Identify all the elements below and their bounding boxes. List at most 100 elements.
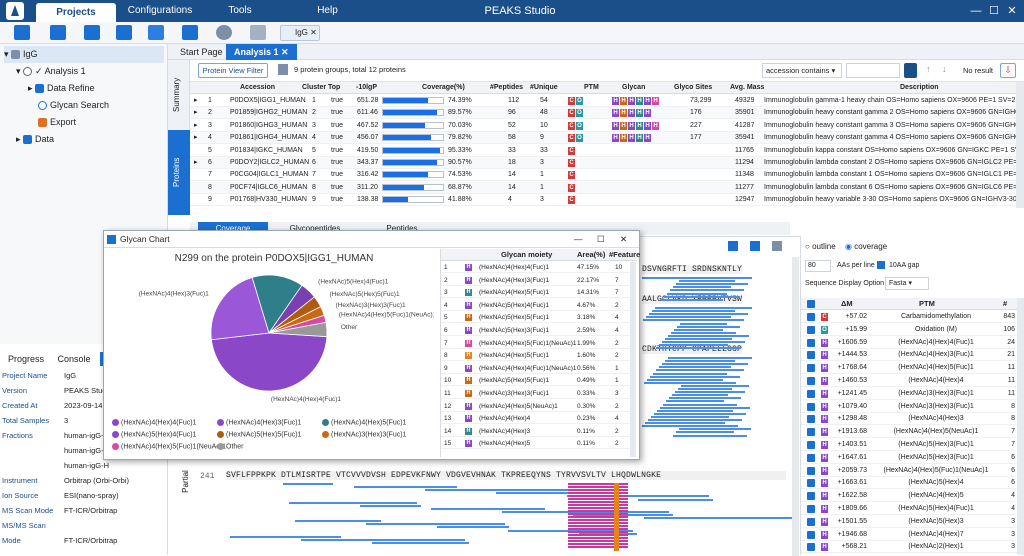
glycan-row[interactable]: 3 H (HexNAc)4(Hex)5(Fuc)1 14.31% 7 bbox=[441, 287, 631, 299]
ptm-checkbox[interactable] bbox=[807, 351, 815, 360]
column-header[interactable]: -10lgP bbox=[356, 84, 378, 91]
ptm-checkbox[interactable] bbox=[807, 453, 815, 462]
ptm-checkbox[interactable] bbox=[807, 428, 815, 437]
ptm-row[interactable]: C +57.02 Carbamidomethylation 843 bbox=[801, 311, 1017, 323]
ptm-checkbox[interactable] bbox=[807, 466, 815, 475]
column-header[interactable]: Glyco Sites bbox=[674, 84, 713, 91]
save-icon[interactable] bbox=[148, 25, 164, 40]
sequence-scrollbar[interactable] bbox=[792, 257, 799, 556]
ptm-row[interactable]: H +1403.51 (HexNAc)5(Hex)3(Fuc)1 7 bbox=[801, 439, 1017, 451]
glycan-row[interactable]: 2 H (HexNAc)4(Hex)3(Fuc)1 22.17% 7 bbox=[441, 275, 631, 286]
maximize-icon[interactable]: ☐ bbox=[597, 234, 605, 244]
arrow-up-icon[interactable]: ↑ bbox=[926, 64, 931, 74]
ptm-row[interactable]: O +15.99 Oxidation (M) 106 bbox=[801, 324, 1017, 336]
table-row[interactable]: 8 P0CF74|IGLC6_HUMAN 8 true 311.20 68.87% 14 1 1… bbox=[190, 181, 1016, 194]
ptm-row[interactable]: H +1622.58 (HexNAc)4(Hex)5 4 bbox=[801, 490, 1017, 503]
gap-checkbox[interactable] bbox=[877, 261, 885, 269]
arrow-down-icon[interactable]: ↓ bbox=[942, 64, 947, 74]
ptm-checkbox[interactable] bbox=[807, 441, 815, 449]
side-tab-summary[interactable]: Summary bbox=[168, 60, 190, 130]
ptm-checkbox[interactable] bbox=[807, 325, 815, 334]
expand-arrow-icon[interactable]: ▸ bbox=[194, 97, 198, 104]
tab-analysis-1[interactable]: Analysis 1 ✕ bbox=[226, 44, 297, 60]
ptm-row[interactable]: H +1501.55 (HexNAc)5(Hex)3 3 bbox=[801, 516, 1017, 528]
ptm-row[interactable]: H +1241.45 (HexNAc)3(Hex)3(Fuc)1 11 bbox=[801, 388, 1017, 400]
column-header[interactable]: Coverage(%) bbox=[422, 84, 465, 91]
tab-start-page[interactable]: Start Page bbox=[180, 47, 223, 57]
table-row[interactable]: 9 P01768|HV330_HUMAN 9 true 138.38 41.88% 4 3 12… bbox=[190, 194, 1016, 207]
tab-console[interactable]: Console bbox=[57, 354, 91, 364]
ptm-row[interactable]: H +1460.53 (HexNAc)4(Hex)4 11 bbox=[801, 375, 1017, 387]
menu-tab-tools[interactable]: Tools bbox=[228, 5, 252, 16]
ptm-checkbox[interactable] bbox=[807, 313, 815, 321]
coverage-radio[interactable]: ◉ coverage bbox=[845, 242, 888, 251]
ptm-row[interactable]: H +2059.73 (HexNAc)4(Hex)5(Fuc)1(NeuAc)1 6 bbox=[801, 465, 1017, 477]
glycan-row[interactable]: 15 H (HexNAc)4(Hex)5 0.11% 2 bbox=[441, 438, 631, 450]
tab-progress[interactable]: Progress bbox=[4, 352, 48, 366]
layout-icon[interactable] bbox=[750, 241, 760, 251]
ptm-checkbox[interactable] bbox=[807, 364, 815, 373]
pie-slice[interactable] bbox=[251, 274, 303, 334]
menu-tab-configurations[interactable]: Configurations bbox=[127, 5, 193, 16]
search-input[interactable] bbox=[846, 63, 900, 78]
glycan-row[interactable]: 6 H (HexNAc)5(Hex)3(Fuc)1 2.59% 4 bbox=[441, 325, 631, 336]
ptm-checkbox[interactable] bbox=[807, 517, 815, 526]
table-row[interactable]: 5 P01834|IGKC_HUMAN 5 true 419.50 95.33% 33 33 1… bbox=[190, 145, 1016, 157]
menu-tab-projects[interactable]: Projects bbox=[36, 3, 116, 22]
glycan-row[interactable]: 1 H (HexNAc)4(Hex)4(Fuc)1 47.15% 10 bbox=[441, 262, 631, 273]
tab-glycopeptides[interactable]: Glycopeptides bbox=[289, 224, 341, 233]
folder-icon[interactable] bbox=[84, 25, 100, 40]
ptm-row[interactable]: H +1647.61 (HexNAc)5(Hex)3(Fuc)1 6 bbox=[801, 452, 1017, 464]
aa-per-line-spinner[interactable]: 80 bbox=[805, 260, 831, 272]
tree-item-export[interactable]: Export bbox=[38, 114, 76, 131]
ptm-checkbox[interactable] bbox=[807, 492, 815, 501]
column-header[interactable]: Glycan bbox=[622, 84, 646, 91]
column-header[interactable]: #Peptides bbox=[490, 84, 524, 91]
table-scrollbar[interactable] bbox=[1016, 82, 1024, 208]
close-icon[interactable]: ✕ bbox=[1007, 5, 1017, 17]
pie-slice[interactable] bbox=[210, 276, 270, 341]
table-row[interactable]: 7 P0CG04|IGLC1_HUMAN 7 true 316.42 74.53% 14 1 1… bbox=[190, 169, 1016, 182]
glycan-row[interactable]: 8 H (HexNAc)4(Hex)5(Fuc)1 1.60% 2 bbox=[441, 350, 631, 362]
minimize-icon[interactable]: — bbox=[970, 5, 982, 17]
maximize-icon[interactable]: ☐ bbox=[989, 5, 999, 17]
side-tab-proteins[interactable]: Proteins bbox=[168, 130, 190, 215]
ptm-checkbox[interactable] bbox=[807, 505, 815, 513]
ptm-checkbox[interactable] bbox=[807, 338, 815, 347]
ptm-row[interactable]: H +1809.66 (HexNAc)5(Hex)4(Fuc)1 4 bbox=[801, 503, 1017, 515]
table-row[interactable]: ▸ 1 P0DOX5|IGG1_HUMAN 1 true 651.28 74.39% 112 5… bbox=[190, 95, 1016, 107]
table-icon[interactable] bbox=[278, 64, 288, 75]
glycan-row[interactable]: 4 H (HexNAc)5(Hex)4(Fuc)1 4.67% 2 bbox=[441, 300, 631, 311]
protein-view-filter-button[interactable]: Protein View Filter bbox=[198, 63, 268, 78]
settings-icon[interactable] bbox=[216, 25, 232, 40]
tree-item-glycan-search[interactable]: Glycan Search bbox=[38, 97, 109, 114]
glycan-row[interactable]: 14 H (HexNAc)4(Hex)3 0.11% 2 bbox=[441, 426, 631, 437]
fit-view-icon[interactable] bbox=[728, 241, 738, 251]
column-header[interactable]: PTM bbox=[584, 84, 599, 91]
pie-slice[interactable] bbox=[210, 332, 328, 392]
table-row[interactable]: ▸ 4 P01861|IGHG4_HUMAN 4 true 456.07 79.82% 58 9… bbox=[190, 132, 1016, 145]
table-row[interactable]: ▸ 3 P01860|IGHG3_HUMAN 3 true 467.52 70.03% 52 1… bbox=[190, 120, 1016, 132]
glycan-row[interactable]: 12 H (HexNAc)4(Hex)5(NeuAc)1 0.30% 2 bbox=[441, 401, 631, 412]
column-header[interactable]: Top bbox=[328, 84, 341, 91]
tree-item-igg[interactable]: ▾ IgG bbox=[4, 46, 164, 63]
document-chip[interactable]: IgG ✕ bbox=[280, 25, 320, 41]
tab-peptides[interactable]: Peptides bbox=[386, 224, 418, 233]
ptm-checkbox[interactable] bbox=[807, 389, 815, 398]
column-header[interactable]: #Unique bbox=[530, 84, 558, 91]
ptm-row[interactable]: H +1946.68 (HexNAc)4(Hex)7 3 bbox=[801, 529, 1017, 541]
column-header[interactable]: Accession bbox=[240, 84, 276, 91]
tree-item-analysis[interactable]: ▾ ✓ Analysis 1 bbox=[16, 66, 86, 77]
ptm-row[interactable]: H +1768.64 (HexNAc)4(Hex)5(Fuc)1 11 bbox=[801, 362, 1017, 375]
ptm-scrollbar[interactable] bbox=[1017, 298, 1024, 555]
ptm-row[interactable]: H +1663.61 (HexNAc)5(Hex)4 6 bbox=[801, 477, 1017, 490]
expand-arrow-icon[interactable]: ▸ bbox=[194, 121, 198, 129]
tree-item-data-refine[interactable]: ▸ Data Refine bbox=[28, 83, 95, 94]
outline-radio[interactable]: ○ outline bbox=[805, 242, 836, 251]
column-header[interactable]: Avg. Mass bbox=[730, 84, 765, 91]
glycan-row[interactable]: 13 H (HexNAc)4(Hex)4 0.23% 4 bbox=[441, 413, 631, 425]
ptm-checkbox[interactable] bbox=[807, 530, 815, 539]
glycan-row[interactable]: 10 H (HexNAc)5(Hex)5(Fuc)1 0.49% 1 bbox=[441, 375, 631, 387]
settings-icon[interactable] bbox=[772, 241, 782, 251]
new-project-icon[interactable] bbox=[14, 25, 30, 40]
